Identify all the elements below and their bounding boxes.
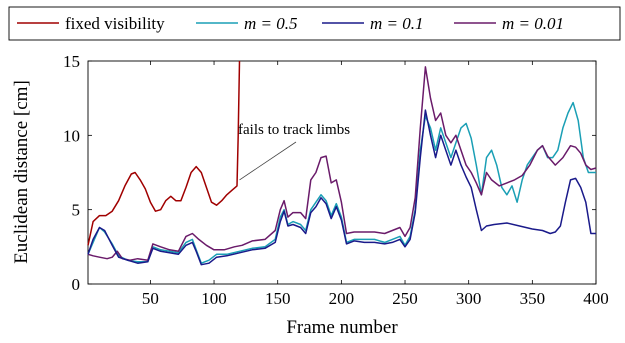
y-tick-label: 5 bbox=[72, 201, 81, 220]
y-tick-label: 15 bbox=[63, 52, 80, 71]
y-tick-label: 0 bbox=[72, 275, 81, 294]
legend-label-m-0-01: m = 0.01 bbox=[502, 14, 564, 33]
x-tick-label: 250 bbox=[392, 289, 418, 308]
x-tick-label: 400 bbox=[583, 289, 609, 308]
axis-ticks: 50 100 150 200 250 300 350 400 0 5 10 15 bbox=[63, 52, 609, 308]
x-tick-label: 350 bbox=[520, 289, 546, 308]
annotation-pointer bbox=[239, 141, 297, 181]
x-tick-label: 50 bbox=[142, 289, 159, 308]
legend: fixed visibility m = 0.5 m = 0.1 m = 0.0… bbox=[8, 6, 621, 41]
annotation-text: fails to track limbs bbox=[238, 122, 350, 138]
x-tick-label: 200 bbox=[329, 289, 355, 308]
x-tick-label: 300 bbox=[456, 289, 482, 308]
legend-label-m-0-5: m = 0.5 bbox=[244, 14, 298, 33]
series-line-m-0-1 bbox=[87, 109, 596, 266]
legend-label-m-0-1: m = 0.1 bbox=[370, 14, 424, 33]
x-tick-label: 100 bbox=[201, 289, 227, 308]
x-axis-label: Frame number bbox=[286, 317, 398, 338]
y-axis-label: Euclidean distance [cm] bbox=[11, 80, 32, 264]
x-tick-label: 150 bbox=[265, 289, 291, 308]
legend-box bbox=[8, 6, 621, 41]
y-tick-label: 10 bbox=[63, 126, 80, 145]
legend-label-fixed-visibility: fixed visibility bbox=[65, 14, 165, 33]
series-line-m-0-5 bbox=[87, 101, 596, 264]
series-lines bbox=[87, 60, 597, 266]
series-line-fixed-visibility bbox=[87, 60, 241, 246]
series-line-m-0-01 bbox=[87, 66, 597, 261]
